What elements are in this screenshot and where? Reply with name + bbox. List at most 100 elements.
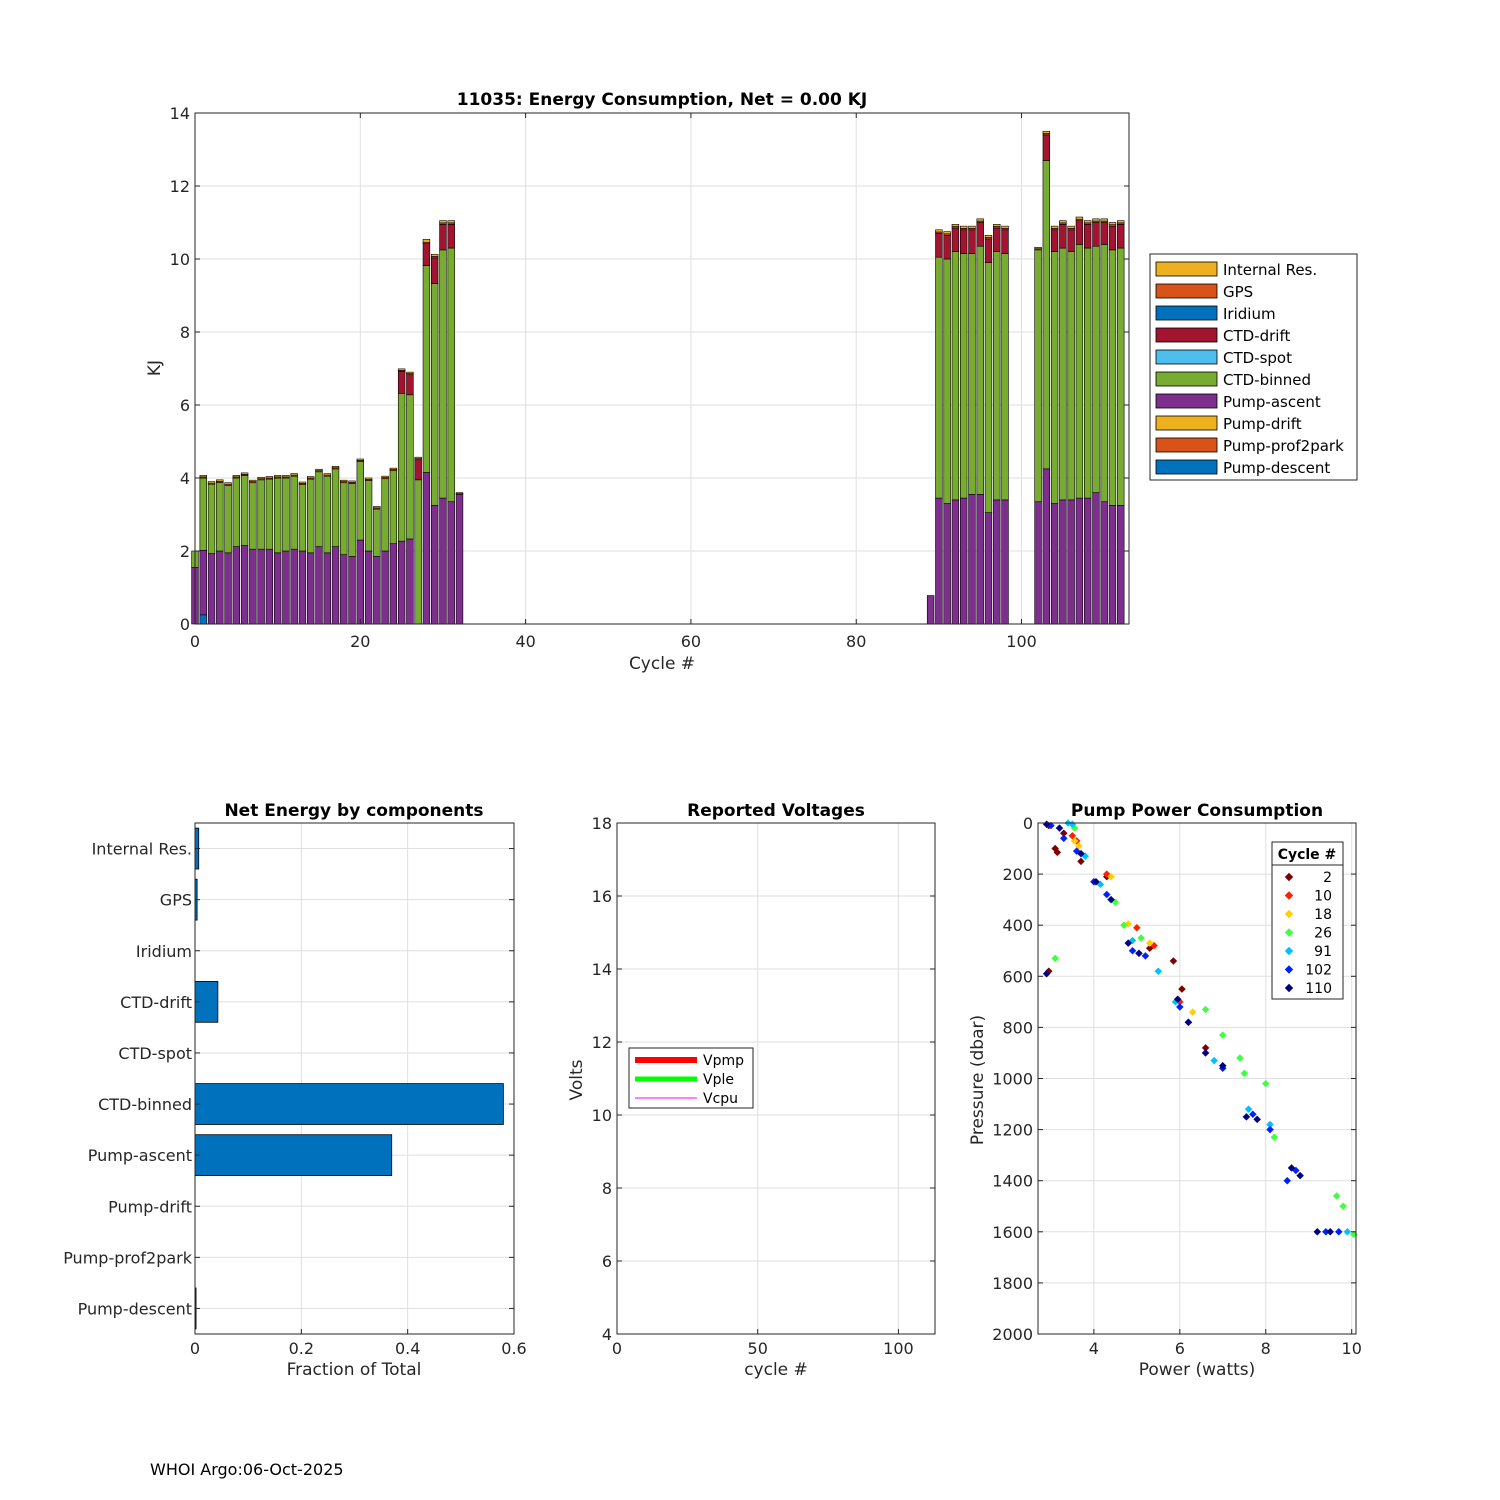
- energy-ytick-label: 10: [170, 250, 190, 269]
- energy-bar-segment: [960, 253, 968, 499]
- pump-points: [1042, 819, 1358, 1239]
- pump-point: [1343, 1227, 1352, 1236]
- voltages-ytick-label: 6: [602, 1252, 612, 1271]
- pump-xtick-label: 6: [1175, 1339, 1185, 1358]
- netenergy-category-label: Internal Res.: [92, 840, 192, 859]
- pump-ytick-label: 1000: [992, 1070, 1033, 1089]
- energy-legend-swatch: [1155, 349, 1218, 365]
- energy-bar-segment: [1001, 253, 1009, 501]
- pump-point: [1128, 936, 1137, 945]
- netenergy-bar: [194, 1083, 504, 1125]
- pump-point: [1326, 1227, 1335, 1236]
- pump-ytick-label: 1600: [992, 1223, 1033, 1242]
- energy-bar-segment: [381, 475, 389, 478]
- pump-point: [1339, 1202, 1347, 1211]
- energy-bar-segment: [926, 595, 935, 625]
- energy-bar-segment: [1067, 251, 1075, 501]
- pump-point: [1201, 1005, 1210, 1014]
- energy-bar-segment: [348, 480, 356, 483]
- energy-bar-segment: [356, 458, 364, 461]
- netenergy-xtick-label: 0.4: [395, 1339, 420, 1358]
- energy-bar-segment: [993, 224, 1001, 227]
- energy-bar-segment: [364, 480, 373, 552]
- energy-bar-segment: [1083, 497, 1092, 625]
- netenergy-chart: Net Energy by components 0 0.2 0.4 0.6 Inter…: [63, 801, 527, 1380]
- energy-bar-segment: [1083, 224, 1092, 249]
- pump-legend-marker: [1284, 928, 1294, 937]
- netenergy-plot-frame: [194, 822, 515, 1335]
- voltages-ylabel: Volts: [567, 1059, 587, 1100]
- energy-legend: Internal Res. GPS Iridium CTD-drift CTD-spot…: [1149, 253, 1358, 481]
- pump-point: [1092, 877, 1100, 886]
- energy-bar-segment: [406, 394, 414, 540]
- energy-bar-segment: [1092, 222, 1100, 247]
- pump-xtick-label: 4: [1089, 1339, 1099, 1358]
- energy-bar-segment: [968, 229, 976, 254]
- energy-title: 11035: Energy Consumption, Net = 0.00 KJ: [457, 90, 867, 110]
- energy-legend-label: Pump-descent: [1223, 459, 1330, 477]
- energy-bar-segment: [249, 548, 257, 625]
- energy-bar-segment: [315, 468, 323, 471]
- energy-bar-segment: [307, 476, 315, 479]
- energy-bar-segment: [216, 482, 224, 552]
- energy-bar-segment: [373, 506, 381, 509]
- energy-bar-segment: [373, 508, 381, 557]
- pump-legend-label: 18: [1314, 907, 1332, 923]
- pump-point: [1169, 957, 1178, 965]
- voltages-ytick-label: 12: [592, 1033, 612, 1052]
- pump-legend-items: 2 10 18 26 91 102 110: [1284, 870, 1332, 997]
- netenergy-category-label: CTD-spot: [118, 1044, 192, 1063]
- pump-legend-box: [1271, 841, 1344, 1000]
- energy-bar-segment: [331, 546, 340, 625]
- pump-point: [1188, 1008, 1197, 1016]
- pump-point: [1242, 1112, 1251, 1121]
- energy-bar-segment: [422, 472, 431, 625]
- pump-point: [1102, 870, 1111, 878]
- energy-bar-segment: [397, 368, 406, 371]
- energy-bar-segment: [1108, 225, 1117, 251]
- netenergy-category-label: Pump-prof2park: [63, 1248, 193, 1267]
- energy-bar-segment: [406, 538, 414, 625]
- netenergy-xlabel: Fraction of Total: [287, 1360, 422, 1380]
- energy-bar-segment: [298, 481, 307, 484]
- pump-point: [1240, 1069, 1249, 1078]
- energy-bar-segment: [323, 475, 331, 554]
- voltages-ytick-label: 8: [602, 1179, 612, 1198]
- energy-legend-swatch: [1155, 415, 1218, 431]
- energy-legend-label: Internal Res.: [1223, 261, 1317, 279]
- energy-ytick-label: 4: [180, 469, 190, 488]
- pump-ytick-label: 400: [1002, 916, 1033, 935]
- energy-bar-segment: [273, 477, 282, 554]
- energy-legend-swatch: [1155, 283, 1218, 299]
- energy-bar-segment: [431, 257, 439, 284]
- energy-ytick-label: 14: [170, 104, 190, 123]
- pump-legend-label: 102: [1305, 963, 1332, 979]
- pump-point: [1077, 849, 1085, 858]
- energy-bar-segment: [935, 497, 943, 625]
- energy-bar-segment: [1042, 468, 1051, 625]
- energy-legend-swatch: [1155, 305, 1218, 321]
- energy-bar-segment: [1050, 225, 1059, 229]
- energy-bar-segment: [340, 482, 348, 555]
- pump-legend-marker: [1284, 872, 1294, 882]
- pump-point: [1053, 848, 1062, 857]
- energy-legend-swatch: [1155, 371, 1218, 387]
- energy-bar-segment: [1001, 499, 1009, 625]
- pump-point: [1249, 1110, 1257, 1119]
- energy-bar-segment: [414, 456, 422, 459]
- energy-ticks: 0 20 40 60 80 100 0 2 4 6 8 10 12 14: [170, 104, 1129, 651]
- energy-bar-segment: [1034, 501, 1042, 625]
- pump-legend-label: 26: [1314, 926, 1332, 942]
- voltages-chart: Reported Voltages 0 50 100 4 6 8 10 12 14 16 18 cy…: [567, 801, 936, 1380]
- energy-legend-swatch: [1155, 261, 1218, 277]
- energy-bar-segment: [1075, 216, 1084, 220]
- pump-point: [1072, 847, 1081, 855]
- energy-bar-segment: [364, 550, 373, 625]
- voltages-ytick-label: 14: [592, 960, 612, 979]
- energy-bar-segment: [1059, 499, 1067, 625]
- energy-bar-segment: [348, 556, 356, 625]
- energy-legend-label: Pump-prof2park: [1223, 437, 1344, 455]
- energy-bar-segment: [323, 552, 331, 625]
- energy-bar-segment: [232, 477, 241, 547]
- energy-legend-swatch: [1155, 459, 1218, 475]
